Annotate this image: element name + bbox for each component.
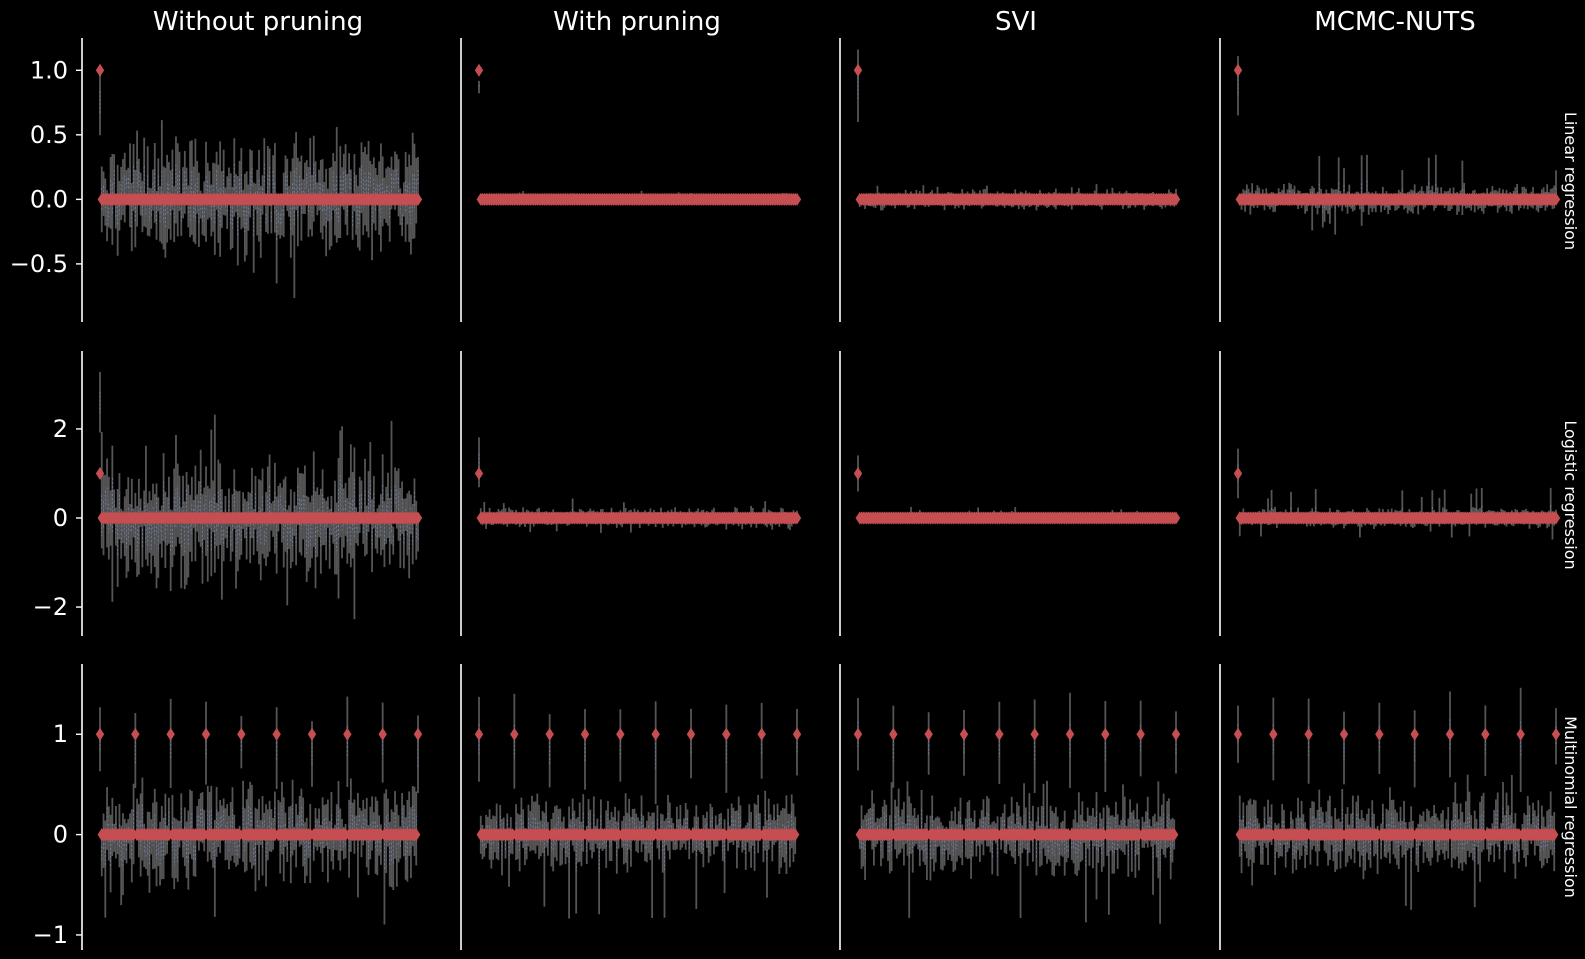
subplot-r3-c2 xyxy=(460,664,802,950)
true-value-marker xyxy=(378,727,387,741)
true-value-marker xyxy=(95,466,105,480)
true-value-marker xyxy=(95,63,105,77)
subplot-r1-c4 xyxy=(1219,38,1561,322)
true-value-marker xyxy=(1551,511,1561,525)
y-tick-label: −2 xyxy=(33,593,68,621)
true-value-marker xyxy=(95,727,105,741)
y-tick-label: 1.0 xyxy=(30,56,68,84)
subplot-r2-c3 xyxy=(839,351,1181,636)
row-label-linear-regression: Linear regression xyxy=(1561,112,1580,250)
true-value-marker xyxy=(307,727,317,741)
y-tick-label: −1 xyxy=(33,921,68,949)
true-value-marker xyxy=(413,727,423,741)
column-title-without-pruning: Without pruning xyxy=(153,7,363,37)
y-tick-label: 1 xyxy=(53,720,68,748)
y-tick-label: 2 xyxy=(53,415,68,443)
y-tick-label: 0 xyxy=(53,821,68,849)
row-labels: Linear regression Logistic regression Mu… xyxy=(1561,112,1580,898)
subplot-r2-c2 xyxy=(460,351,802,636)
true-value-marker xyxy=(474,466,484,480)
true-value-marker xyxy=(413,192,423,206)
true-value-marker xyxy=(1171,511,1181,525)
row-label-logistic-regression: Logistic regression xyxy=(1561,420,1580,569)
true-value-marker xyxy=(792,511,802,525)
true-value-marker xyxy=(1171,192,1181,206)
subplot-r1-c2 xyxy=(460,38,802,322)
true-value-marker xyxy=(792,192,802,206)
true-value-marker xyxy=(413,511,423,525)
true-value-marker xyxy=(474,63,484,77)
subplot-r1-c3 xyxy=(839,38,1181,322)
true-value-marker xyxy=(1233,466,1243,480)
y-tick-label: 0.5 xyxy=(30,121,68,149)
true-value-marker xyxy=(412,828,421,842)
y-tick-label: 0.0 xyxy=(30,185,68,213)
true-value-marker xyxy=(1551,192,1561,206)
true-value-marker xyxy=(272,727,281,741)
subplot-panels: −0.5 0.0 0.5 1.0 −2 0 2 −1 0 1 xyxy=(10,38,1561,950)
true-value-marker xyxy=(201,727,211,741)
column-title-with-pruning: With pruning xyxy=(553,7,721,37)
subplot-r2-c1: −2 0 2 xyxy=(33,351,423,636)
true-value-marker xyxy=(237,727,246,741)
y-tick-label: 0 xyxy=(53,504,68,532)
subplot-r1-c1: −0.5 0.0 0.5 1.0 xyxy=(10,38,423,322)
column-titles: Without pruning With pruning SVI MCMC-NU… xyxy=(153,7,1476,37)
true-value-marker xyxy=(131,727,140,741)
column-title-svi: SVI xyxy=(995,7,1037,37)
true-value-marker xyxy=(853,63,863,77)
row-label-multinomial-regression: Multinomial regression xyxy=(1561,716,1580,898)
subplot-r3-c1: −1 0 1 xyxy=(33,664,423,950)
true-value-marker xyxy=(166,727,175,741)
true-value-marker xyxy=(343,727,352,741)
subplot-r2-c4 xyxy=(1219,351,1561,636)
column-title-mcmc-nuts: MCMC-NUTS xyxy=(1314,7,1475,37)
true-value-marker xyxy=(1233,63,1243,77)
y-tick-label: −0.5 xyxy=(10,250,68,278)
true-value-marker xyxy=(853,466,863,480)
